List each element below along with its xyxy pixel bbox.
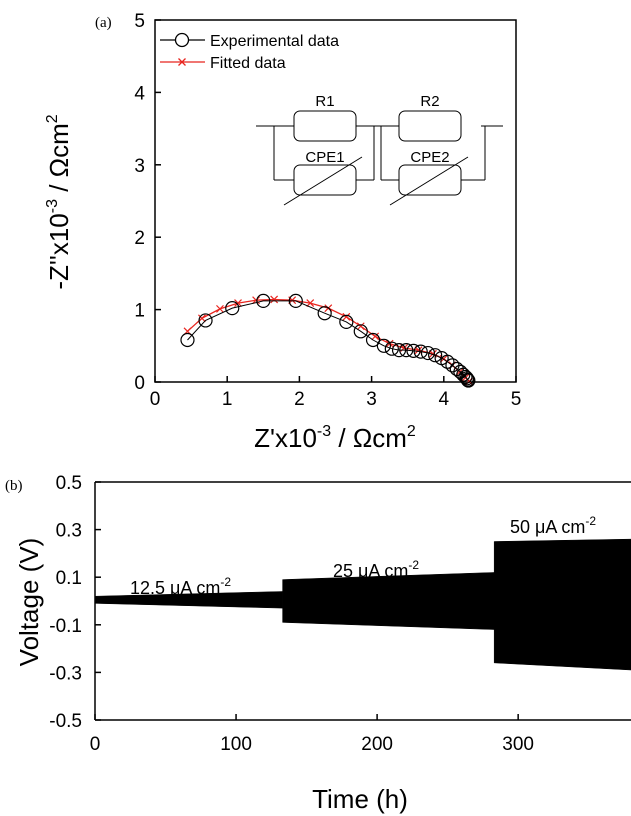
panel-a-x-tick-label: 0 <box>150 389 161 410</box>
panel-b-ticks: 0 100 200 300 0.5 0.3 0.1 -0.1 -0.3 -0.5 <box>49 473 534 755</box>
panel-a-x-tick-label: 2 <box>294 389 305 410</box>
panel-a-y-tick-label: 0 <box>134 373 145 394</box>
current-density-label-3-sup: -2 <box>585 514 596 528</box>
panel-a-frame <box>154 19 517 383</box>
experimental-point <box>399 343 414 358</box>
cpe1-label: CPE1 <box>305 149 344 166</box>
fitted-point <box>306 299 315 308</box>
experimental-point <box>317 306 332 321</box>
experimental-point <box>384 341 399 356</box>
current-density-label-2-text: 25 μA cm <box>333 561 408 581</box>
fitted-point <box>234 299 242 308</box>
experimental-point <box>428 348 443 363</box>
current-density-label-2-sup: -2 <box>408 558 419 572</box>
panel-a-label: (a) <box>95 15 112 31</box>
experimental-point <box>376 338 391 353</box>
resistor-r2 <box>398 110 462 142</box>
panel-a-plot: 0 1 2 3 4 5 0 1 2 3 4 5 <box>134 11 521 410</box>
fitted-point <box>270 295 279 304</box>
experimental-point <box>225 301 240 316</box>
panel-b-x-tick-label: 200 <box>361 734 393 755</box>
fitted-point <box>356 322 365 331</box>
panel-b-label: (b) <box>5 478 23 494</box>
experimental-point <box>420 345 436 361</box>
panel-a-y-tick-label: 5 <box>134 11 145 32</box>
panel-a-ticks: 0 1 2 3 4 5 0 1 2 3 4 5 <box>134 11 521 410</box>
panel-b-x-tick-label: 300 <box>502 734 534 755</box>
experimental-point <box>288 293 303 309</box>
panel-b-y-tick-label: -0.5 <box>49 711 82 732</box>
experimental-point <box>406 343 421 358</box>
experimental-point <box>198 313 213 328</box>
voltage-band-2 <box>282 572 495 630</box>
panel-a-y-tick-label: 3 <box>134 156 145 177</box>
cpe2-arrow <box>389 156 469 206</box>
r1-label: R1 <box>315 93 334 110</box>
panel-b-y-axis-title: Voltage (V) <box>14 538 44 667</box>
cpe1-arrow <box>283 156 363 206</box>
r2-label: R2 <box>420 93 439 110</box>
experimental-point <box>256 293 271 309</box>
experimental-point <box>391 343 407 358</box>
experimental-point <box>353 324 368 339</box>
equivalent-circuit-diagram <box>256 110 503 206</box>
panel-b-y-tick-label: -0.3 <box>49 663 82 684</box>
panel-a-x-tick-label: 4 <box>439 389 450 410</box>
fitted-line <box>187 298 470 382</box>
resistor-r1 <box>293 110 357 142</box>
experimental-point <box>461 373 476 388</box>
panel-b-x-axis-title: Time (h) <box>312 784 408 814</box>
panel-b-plot: 0 100 200 300 0.5 0.3 0.1 -0.1 -0.3 -0.5 <box>49 473 631 755</box>
panel-b-y-tick-label: -0.1 <box>49 616 82 637</box>
panel-b-x-tick-label: 0 <box>90 734 101 755</box>
panel-a-legend: Experimental data Fitted data <box>160 32 339 72</box>
experimental-point <box>339 314 354 330</box>
cpe2-label: CPE2 <box>410 149 449 166</box>
fitted-point <box>216 304 224 313</box>
fitted-point <box>342 312 351 321</box>
panel-b-y-tick-label: 0.3 <box>56 521 82 542</box>
panel-a-y-tick-label: 4 <box>134 83 145 104</box>
voltage-trace <box>94 538 631 671</box>
experimental-series <box>180 293 476 388</box>
current-density-label-3-text: 50 μA cm <box>510 517 585 537</box>
current-density-label-1-text: 12.5 μA cm <box>130 578 220 598</box>
current-density-label-1: 12.5 μA cm-2 <box>130 575 231 598</box>
experimental-point <box>458 369 473 385</box>
current-density-label-1-sup: -2 <box>220 575 231 589</box>
panel-b-y-tick-label: 0.5 <box>56 473 82 494</box>
panel-b-x-tick-label: 100 <box>220 734 252 755</box>
current-density-label-3: 50 μA cm-2 <box>510 514 596 537</box>
panel-a-x-axis-title: Z'x10-3 / Ωcm2 <box>254 423 416 453</box>
current-density-label-2: 25 μA cm-2 <box>333 558 419 581</box>
experimental-point <box>413 344 428 359</box>
panel-a-x-tick-label: 1 <box>222 389 233 410</box>
cpe2-element <box>398 164 462 196</box>
legend-experimental-label: Experimental data <box>210 33 339 50</box>
panel-a-y-axis-title: -Z''x10-3 / Ωcm2 <box>44 114 74 289</box>
panel-a-y-tick-label: 1 <box>134 301 145 322</box>
panel-a-y-tick-label: 2 <box>134 228 145 249</box>
panel-a-x-tick-label: 5 <box>511 389 522 410</box>
experimental-point <box>440 354 455 369</box>
experimental-point <box>365 332 381 348</box>
voltage-band-3 <box>493 538 631 671</box>
panel-b-y-tick-label: 0.1 <box>56 568 82 589</box>
experimental-point <box>180 332 195 348</box>
experimental-point <box>460 372 475 387</box>
experimental-line <box>187 300 469 381</box>
legend-fitted-label: Fitted data <box>210 55 286 72</box>
panel-a-x-tick-label: 3 <box>366 389 377 410</box>
cpe1-element <box>293 164 357 196</box>
legend-fitted-marker <box>178 58 186 66</box>
fitted-series <box>183 295 473 386</box>
legend-experimental-marker <box>174 32 190 48</box>
